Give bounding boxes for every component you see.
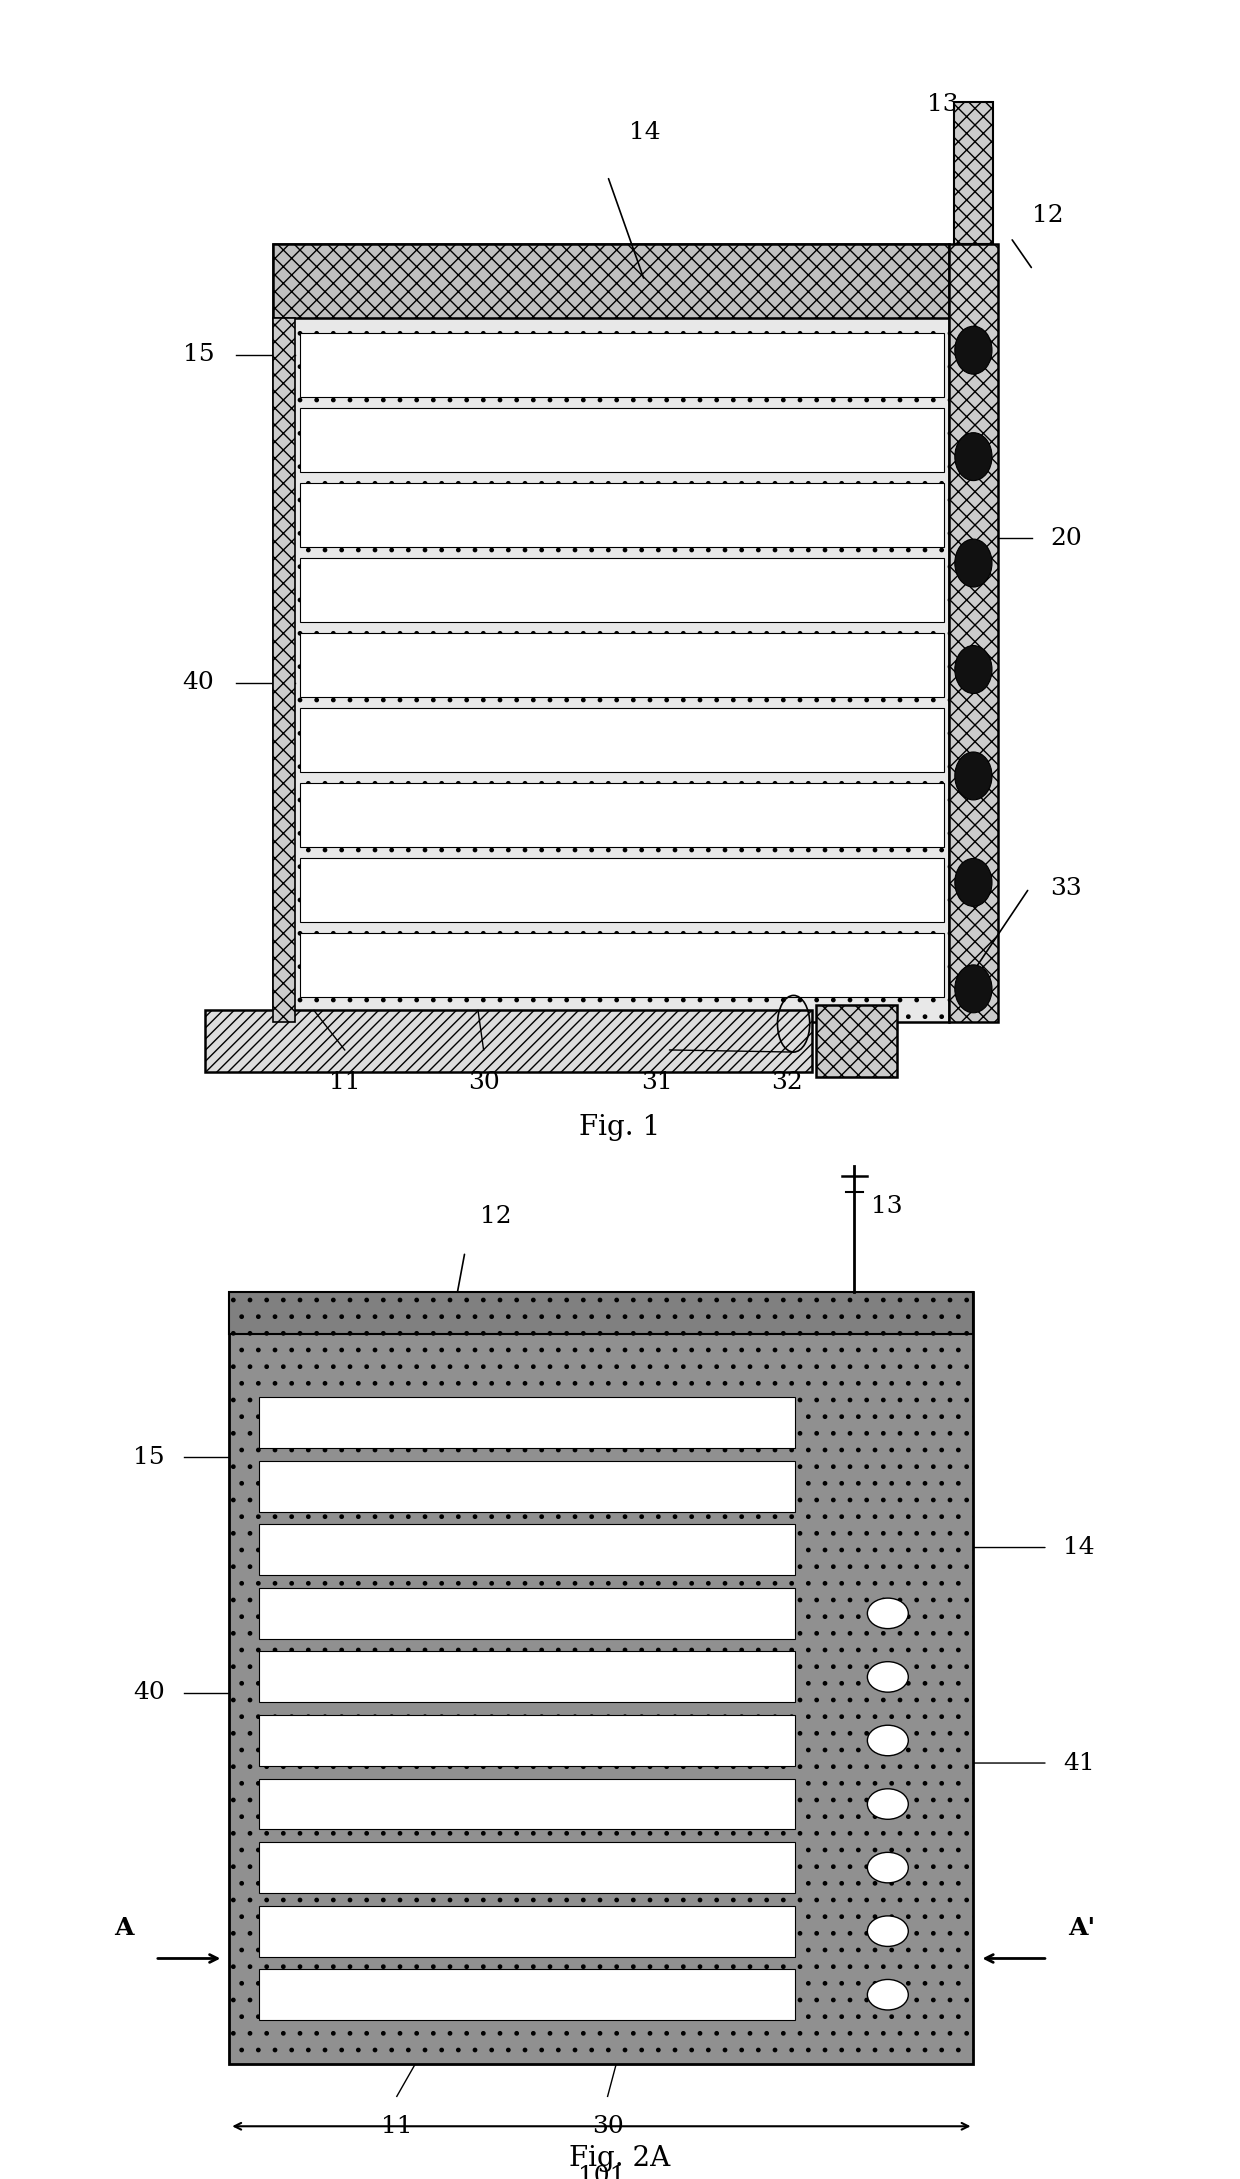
Bar: [300, 634, 944, 697]
Text: 40: 40: [133, 1682, 165, 1704]
Ellipse shape: [867, 1726, 908, 1756]
Bar: [259, 1652, 795, 1702]
Text: 14: 14: [629, 122, 661, 144]
Bar: [300, 933, 944, 998]
Bar: [259, 1715, 795, 1765]
Bar: [259, 1588, 795, 1639]
Ellipse shape: [955, 859, 992, 906]
Bar: [300, 859, 944, 922]
Text: 101: 101: [578, 2166, 625, 2179]
Text: 32: 32: [771, 1072, 804, 1094]
Ellipse shape: [955, 327, 992, 375]
Ellipse shape: [867, 1979, 908, 2009]
Text: A: A: [114, 1915, 134, 1939]
Text: Fig. 2A: Fig. 2A: [569, 2146, 671, 2172]
Bar: [300, 407, 944, 473]
Text: A': A': [1068, 1915, 1095, 1939]
Text: 14: 14: [1063, 1536, 1095, 1558]
Bar: [259, 1841, 795, 1894]
Bar: [300, 708, 944, 771]
Ellipse shape: [955, 538, 992, 586]
Bar: [259, 1397, 795, 1449]
Text: 30: 30: [467, 1072, 500, 1094]
Text: 11: 11: [329, 1072, 361, 1094]
Text: 20: 20: [1050, 527, 1083, 549]
Ellipse shape: [867, 1597, 908, 1628]
Ellipse shape: [867, 1915, 908, 1946]
Bar: [300, 333, 944, 397]
Ellipse shape: [955, 965, 992, 1013]
Text: 33: 33: [1050, 876, 1083, 900]
Bar: [273, 244, 949, 1022]
Bar: [954, 102, 993, 244]
Text: 30: 30: [591, 2116, 624, 2138]
Bar: [229, 1292, 973, 1334]
Bar: [949, 244, 998, 1022]
Text: 13: 13: [870, 1196, 903, 1218]
Text: 40: 40: [182, 671, 215, 695]
Bar: [816, 1005, 897, 1076]
Ellipse shape: [867, 1789, 908, 1819]
Ellipse shape: [955, 434, 992, 482]
Text: 31: 31: [641, 1072, 673, 1094]
Bar: [205, 1011, 812, 1072]
Bar: [259, 1778, 795, 1830]
Text: 13: 13: [926, 94, 959, 115]
Text: 15: 15: [182, 344, 215, 366]
Ellipse shape: [867, 1663, 908, 1693]
Text: 15: 15: [133, 1447, 165, 1469]
Bar: [259, 1970, 795, 2020]
Ellipse shape: [955, 645, 992, 693]
Bar: [300, 784, 944, 848]
Ellipse shape: [955, 752, 992, 800]
Bar: [259, 1907, 795, 1957]
Text: 41: 41: [1063, 1752, 1095, 1774]
Bar: [259, 1525, 795, 1575]
Text: 11: 11: [381, 2116, 413, 2138]
Text: 12: 12: [1032, 205, 1064, 227]
Text: 12: 12: [480, 1205, 512, 1229]
Bar: [300, 484, 944, 547]
Bar: [300, 558, 944, 621]
Bar: [273, 318, 295, 1022]
Ellipse shape: [867, 1852, 908, 1883]
Bar: [273, 244, 949, 318]
Bar: [259, 1460, 795, 1512]
Text: Fig. 1: Fig. 1: [579, 1113, 661, 1140]
Bar: [229, 1292, 973, 2064]
